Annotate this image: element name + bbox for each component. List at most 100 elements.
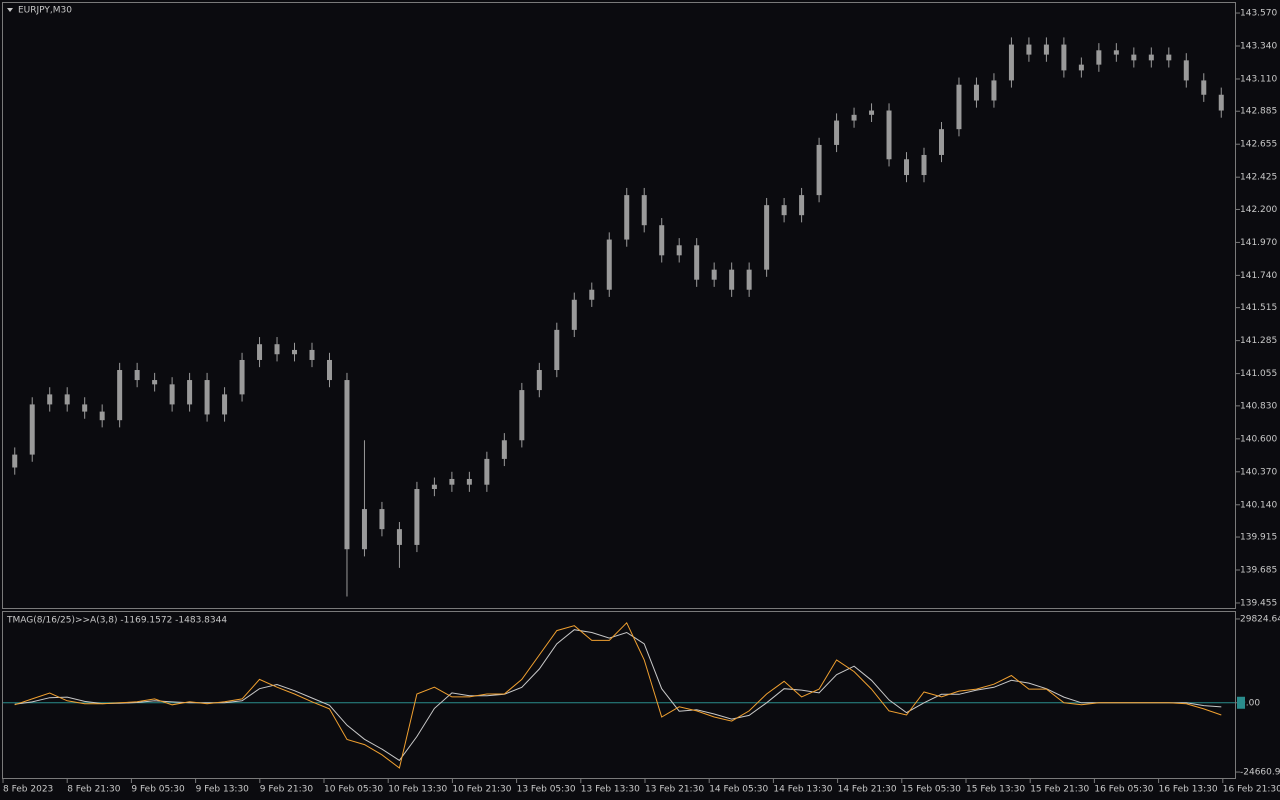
candle-body (641, 195, 647, 226)
y-tick-label: 143.340 (1240, 42, 1277, 52)
candle-body (938, 129, 944, 155)
y-tick-label: 140.830 (1240, 401, 1277, 411)
candle-body (431, 484, 437, 490)
candle-body (1218, 94, 1224, 111)
candle-body (1166, 54, 1172, 61)
y-tick-label: 0.00 (1240, 698, 1260, 708)
candle-body (169, 384, 175, 405)
x-tick-label: 14 Feb 21:30 (838, 785, 897, 795)
candle-body (729, 269, 735, 290)
x-tick-label: 15 Feb 13:30 (966, 785, 1025, 795)
candle-body (501, 440, 507, 459)
candle-body (1008, 44, 1014, 81)
candle-body (396, 529, 402, 545)
y-tick-label: 139.915 (1240, 533, 1277, 543)
candle-body (536, 370, 542, 391)
candle-body (589, 289, 595, 300)
zero-label-box (1237, 696, 1245, 709)
y-tick-label: -24660.90 (1240, 768, 1280, 778)
candle-body (117, 370, 123, 421)
y-tick-label: 142.885 (1240, 107, 1277, 117)
candle-body (12, 454, 18, 468)
x-tick-label: 9 Feb 21:30 (260, 785, 314, 795)
candle-body (869, 110, 875, 115)
candle-body (326, 359, 332, 381)
x-tick-label: 16 Feb 13:30 (1159, 785, 1218, 795)
y-tick-label: 141.515 (1240, 303, 1277, 313)
x-tick-label: 13 Feb 13:30 (581, 785, 640, 795)
candle-body (659, 225, 665, 256)
candle-body (851, 114, 857, 121)
y-tick-label: 143.110 (1240, 74, 1277, 84)
candle-body (466, 478, 472, 485)
x-tick-label: 15 Feb 05:30 (902, 785, 961, 795)
candle-body (239, 359, 245, 395)
candle-body (344, 380, 350, 550)
candle-body (519, 390, 525, 441)
candle-body (1148, 54, 1154, 61)
price-panel-frame (2, 2, 1236, 609)
x-tick-label: 8 Feb 21:30 (67, 785, 121, 795)
y-tick-label: 29824.640 (1240, 614, 1280, 624)
candle-body (1131, 54, 1137, 61)
candle-body (1043, 44, 1049, 55)
candle-body (257, 344, 263, 360)
candle-body (414, 489, 420, 545)
candle-body (47, 394, 53, 405)
candle-body (1078, 64, 1084, 71)
y-tick-label: 140.140 (1240, 500, 1277, 510)
indicator-panel-frame (2, 611, 1236, 779)
candle-body (292, 349, 298, 355)
symbol-menu-arrow[interactable] (7, 8, 13, 12)
chart-title: EURJPY,M30 (18, 6, 72, 16)
candle-body (624, 195, 630, 240)
candle-body (554, 329, 560, 371)
y-tick-label: 141.055 (1240, 369, 1277, 379)
x-tick-label: 14 Feb 05:30 (709, 785, 768, 795)
candle-body (1061, 44, 1067, 71)
y-tick-label: 140.370 (1240, 467, 1277, 477)
y-tick-label: 143.570 (1240, 9, 1277, 19)
y-tick-label: 139.455 (1240, 598, 1277, 608)
candle-body (973, 84, 979, 101)
x-tick-label: 13 Feb 21:30 (645, 785, 704, 795)
candle-body (781, 205, 787, 216)
x-tick-label: 13 Feb 05:30 (517, 785, 576, 795)
candle-body (1096, 50, 1102, 65)
candle-body (187, 380, 193, 405)
candle-body (676, 245, 682, 256)
indicator-title: TMAG(8/16/25)>>A(3,8) -1169.1572 -1483.8… (6, 616, 227, 626)
y-tick-label: 142.425 (1240, 173, 1277, 183)
candle-body (99, 411, 105, 421)
y-tick-label: 142.655 (1240, 140, 1277, 150)
candle-body (361, 509, 367, 550)
candle-body (764, 205, 770, 270)
y-tick-label: 139.685 (1240, 566, 1277, 576)
candle-body (222, 394, 228, 415)
x-tick-label: 9 Feb 05:30 (131, 785, 185, 795)
candle-body (309, 349, 315, 360)
x-tick-label: 16 Feb 05:30 (1094, 785, 1153, 795)
candle-body (82, 404, 88, 412)
indicator-line (14, 629, 1222, 762)
y-tick-label: 141.740 (1240, 271, 1277, 281)
candle-body (816, 144, 822, 196)
candle-body (379, 509, 385, 530)
candle-body (921, 154, 927, 176)
x-tick-label: 10 Feb 13:30 (388, 785, 447, 795)
y-tick-label: 141.970 (1240, 238, 1277, 248)
candle-body (746, 269, 752, 290)
y-tick-label: 141.285 (1240, 336, 1277, 346)
x-tick-label: 15 Feb 21:30 (1030, 785, 1089, 795)
candle-body (1026, 44, 1032, 55)
x-tick-label: 14 Feb 13:30 (773, 785, 832, 795)
candle-body (204, 380, 210, 415)
candle-body (886, 110, 892, 160)
x-tick-label: 9 Feb 13:30 (196, 785, 250, 795)
candle-body (711, 269, 717, 280)
candle-body (799, 195, 805, 216)
y-tick-label: 140.600 (1240, 434, 1277, 444)
candle-body (29, 404, 35, 455)
candle-body (956, 84, 962, 130)
